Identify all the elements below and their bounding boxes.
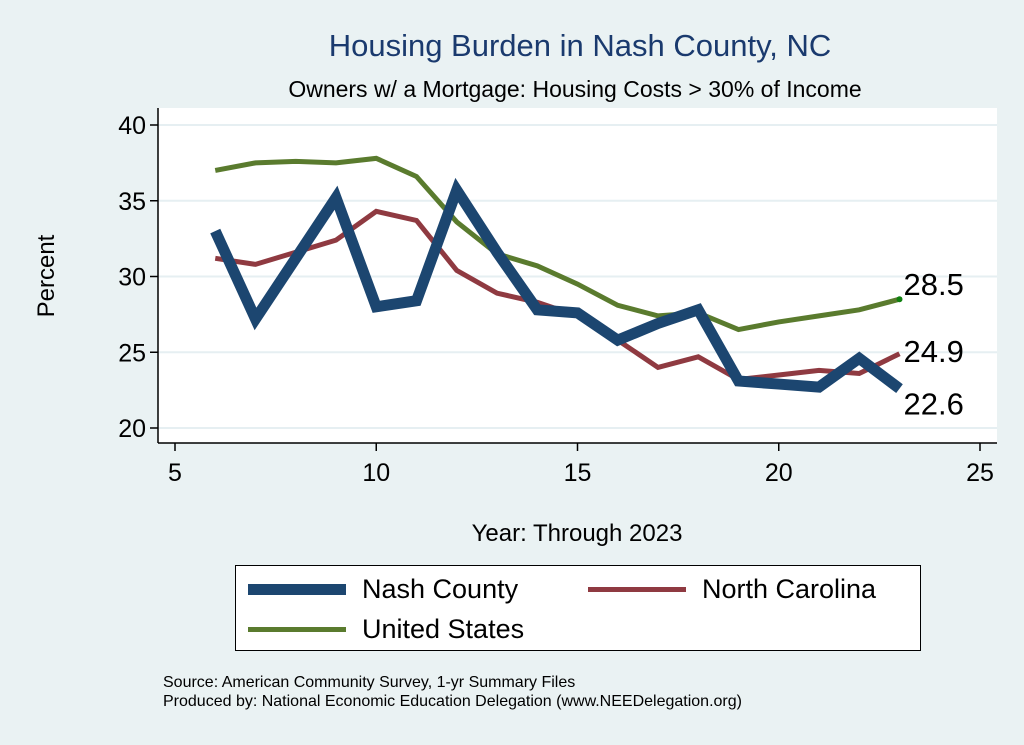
legend-item-us: United States: [248, 614, 524, 645]
x-tick-label: 10: [362, 459, 390, 487]
legend-item-nc: North Carolina: [588, 574, 876, 605]
x-tick-label: 15: [564, 459, 592, 487]
series-line-united-states: [214, 155, 901, 333]
chart-title: Housing Burden in Nash County, NC: [328, 28, 832, 63]
source-note: Source: American Community Survey, 1-yr …: [163, 673, 742, 711]
end-value-label: 24.9: [904, 334, 964, 369]
x-tick-label: 5: [168, 459, 182, 487]
y-tick-label: 40: [118, 112, 146, 140]
legend-label: United States: [362, 614, 525, 644]
legend: Nash County North Carolina United States: [235, 565, 921, 651]
y-tick-label: 20: [118, 415, 146, 443]
y-tick-label: 30: [118, 264, 146, 292]
legend-swatch: [248, 584, 346, 595]
legend-swatch: [588, 587, 686, 592]
series-line-nash-county: [210, 177, 903, 394]
legend-label: North Carolina: [702, 574, 877, 604]
chart-subtitle: Owners w/ a Mortgage: Housing Costs > 30…: [288, 76, 862, 102]
legend-swatch: [248, 627, 346, 632]
y-tick-label: 25: [118, 339, 146, 367]
x-tick-label: 25: [966, 459, 994, 487]
y-tick-label: 35: [118, 188, 146, 216]
x-axis-label: Year: Through 2023: [471, 520, 683, 547]
source-text: Source: American Community Survey, 1-yr …: [163, 674, 576, 691]
legend-label: Nash County: [362, 574, 519, 604]
producer-text: Produced by: National Economic Education…: [163, 693, 742, 710]
end-marker: [896, 296, 903, 303]
legend-item-nash: Nash County: [248, 574, 518, 605]
x-tick-label: 20: [765, 459, 793, 487]
end-value-label: 28.5: [904, 267, 964, 302]
end-value-label: 22.6: [904, 387, 964, 422]
